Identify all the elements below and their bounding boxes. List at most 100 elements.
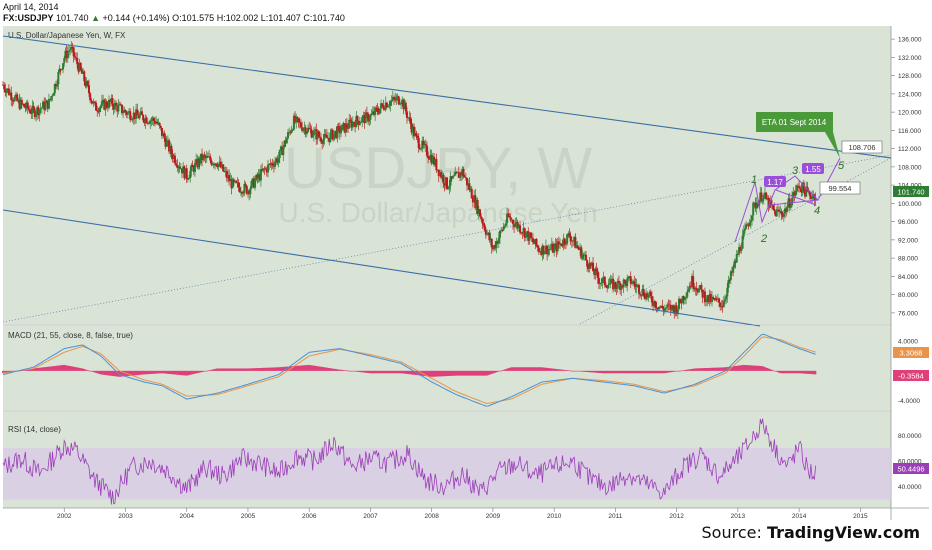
macd-histogram-bar: [207, 370, 209, 372]
candle-body: [322, 139, 325, 144]
candle-body: [548, 249, 551, 250]
candle-body: [755, 203, 758, 209]
lower-channel-line[interactable]: [2, 209, 761, 327]
price-axis[interactable]: [891, 26, 929, 508]
macd-histogram-bar: [587, 370, 590, 373]
target-label-box[interactable]: [841, 140, 883, 154]
candle-body: [159, 125, 162, 129]
support-label-box[interactable]: [819, 181, 861, 195]
candle-body: [808, 191, 811, 196]
macd-histogram-bar: [540, 367, 542, 371]
candle-body: [636, 284, 639, 286]
candle-body: [295, 116, 298, 123]
candle-body: [725, 296, 728, 300]
macd-histogram-bar: [316, 366, 319, 371]
macd-histogram-bar: [808, 370, 811, 374]
candle-body: [441, 175, 444, 178]
macd-histogram-bar: [172, 370, 175, 375]
candle-body: [738, 247, 741, 255]
macd-histogram-bar: [772, 370, 774, 371]
candle-body: [162, 133, 165, 137]
candle-body: [789, 205, 792, 208]
macd-histogram-bar: [374, 370, 376, 374]
macd-histogram-bar: [506, 368, 508, 371]
macd-histogram-bar: [716, 367, 719, 371]
candle-body: [330, 129, 333, 133]
macd-histogram-bar: [666, 370, 668, 373]
candle-body: [702, 291, 705, 298]
candle-body: [223, 171, 226, 173]
macd-histogram-bar: [775, 370, 778, 372]
macd-histogram-bar: [5, 370, 8, 373]
macd-histogram-bar: [740, 365, 743, 371]
macd-histogram-bar: [753, 365, 756, 371]
macd-histogram-bar: [265, 367, 268, 371]
candle-body: [794, 191, 797, 196]
macd-histogram-bar: [364, 370, 367, 373]
candle-body: [509, 216, 512, 220]
macd-histogram-bar: [489, 370, 492, 375]
macd-histogram-bar: [592, 370, 594, 373]
candle-body: [699, 284, 702, 289]
macd-histogram-bar: [4, 370, 7, 373]
macd-histogram-bar: [46, 366, 49, 371]
macd-histogram-bar: [766, 368, 769, 371]
candle-body: [354, 123, 357, 128]
wedge-upper[interactable]: [775, 189, 817, 206]
macd-histogram-bar: [656, 370, 659, 374]
candle-body: [57, 72, 60, 85]
fib-badge-1[interactable]: [764, 176, 786, 187]
macd-histogram-bar: [773, 370, 776, 372]
candle-body: [418, 148, 421, 150]
macd-histogram-bar: [583, 370, 586, 372]
macd-histogram-bar: [89, 370, 91, 372]
candle-body: [519, 225, 522, 233]
macd-histogram-bar: [711, 367, 713, 371]
macd-histogram-bar: [296, 365, 299, 371]
eta-callout[interactable]: [756, 112, 840, 158]
macd-histogram-bar: [481, 370, 484, 376]
candle-body: [289, 131, 292, 133]
macd-histogram-bar: [733, 366, 736, 371]
candle-body: [69, 49, 72, 51]
wedge-lower[interactable]: [769, 199, 819, 206]
candle-body: [449, 176, 452, 186]
candle-body: [616, 280, 619, 289]
macd-histogram-bar: [188, 370, 190, 376]
candle-body: [662, 308, 665, 311]
macd-histogram-bar: [596, 370, 599, 373]
candle-body: [375, 107, 378, 109]
macd-histogram-bar: [719, 367, 721, 371]
candle-body: [650, 296, 653, 303]
macd-histogram-bar: [189, 370, 191, 375]
candle-body: [792, 192, 795, 198]
candle-body: [5, 90, 8, 93]
candle-body: [606, 286, 609, 289]
candle-body: [73, 56, 76, 58]
candle-body: [290, 129, 293, 133]
upper-channel-line[interactable]: [2, 35, 892, 159]
candle-body: [144, 117, 147, 123]
price-panel[interactable]: [3, 26, 891, 324]
candle-body: [19, 99, 22, 109]
candle-body: [785, 208, 788, 212]
candle-body: [82, 71, 85, 74]
macd-histogram-bar: [466, 370, 468, 376]
macd-histogram-bar: [162, 370, 164, 374]
macd-histogram-bar: [659, 370, 661, 374]
macd-histogram-bar: [522, 367, 525, 371]
candle-body: [727, 279, 730, 288]
macd-histogram-bar: [470, 370, 473, 376]
candle-body: [49, 99, 52, 100]
candle-body: [43, 101, 46, 110]
price-tick-label: 120.000: [898, 110, 922, 117]
macd-histogram-bar: [747, 365, 750, 371]
candle-body: [128, 111, 131, 113]
macd-histogram-bar: [700, 368, 703, 371]
dotted-trend-line[interactable]: [2, 154, 892, 323]
macd-histogram-bar: [181, 370, 183, 376]
macd-histogram-bar: [436, 370, 439, 377]
candle-body: [610, 278, 613, 280]
fib-badge-2[interactable]: [802, 163, 824, 174]
